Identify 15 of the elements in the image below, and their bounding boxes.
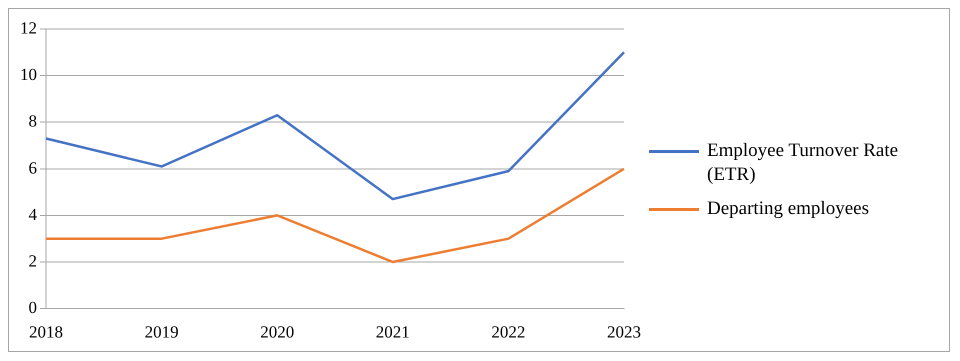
x-tick-label: 2021 [376, 322, 410, 342]
x-tick-label: 2018 [29, 322, 63, 342]
y-tick-label: 8 [28, 112, 37, 131]
x-tick-label: 2019 [144, 322, 179, 342]
legend-label: Departing employees [707, 197, 869, 221]
legend-label: Employee Turnover Rate (ETR) [707, 139, 900, 187]
y-tick-label: 0 [28, 298, 37, 318]
y-tick-label: 2 [28, 251, 37, 270]
y-tick-label: 10 [20, 65, 37, 84]
x-tick-label: 2023 [607, 322, 641, 342]
x-tick-label: 2022 [491, 322, 526, 342]
y-tick-label: 4 [28, 204, 38, 224]
y-tick-label: 12 [20, 18, 37, 38]
x-tick-label: 2020 [260, 322, 294, 342]
y-tick-label: 6 [28, 158, 37, 178]
